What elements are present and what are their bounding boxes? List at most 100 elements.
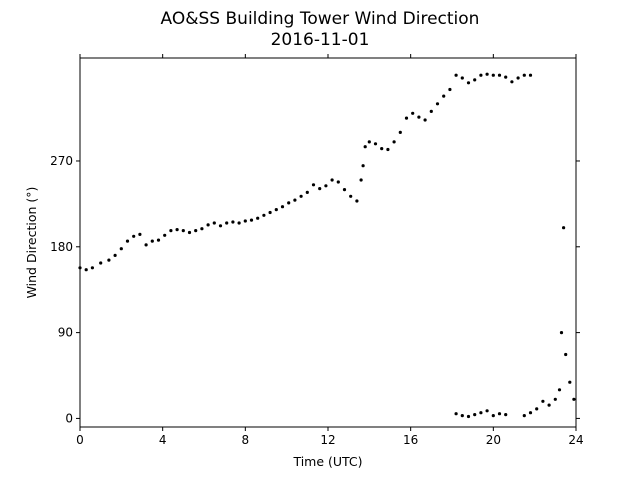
- data-point: [429, 109, 433, 113]
- data-point: [324, 184, 328, 188]
- x-tick-label: 16: [403, 433, 418, 447]
- data-point: [491, 414, 495, 418]
- data-point: [150, 239, 154, 243]
- data-points: [78, 72, 576, 419]
- data-point: [516, 76, 520, 80]
- data-point: [342, 188, 347, 192]
- data-point: [528, 411, 533, 415]
- data-point: [175, 228, 179, 232]
- data-point: [156, 238, 161, 242]
- data-point: [497, 412, 502, 416]
- data-point: [460, 76, 464, 80]
- data-point: [187, 230, 192, 235]
- data-point: [479, 411, 483, 415]
- x-tick-label: 4: [159, 433, 167, 447]
- data-point: [287, 201, 291, 205]
- data-point: [392, 140, 396, 144]
- data-point: [90, 266, 94, 270]
- data-point: [568, 380, 572, 384]
- tick-group: 0 4 8 12 16 20 24 0 90 180 270: [50, 54, 584, 447]
- data-point: [293, 198, 297, 202]
- data-point: [218, 224, 223, 228]
- x-tick-label: 24: [568, 433, 583, 447]
- data-point: [535, 407, 539, 411]
- data-point: [107, 258, 111, 262]
- data-point: [442, 94, 446, 98]
- data-point: [417, 115, 421, 119]
- data-point: [181, 229, 185, 233]
- data-point: [380, 147, 384, 151]
- x-tick-label: 20: [486, 433, 501, 447]
- data-point: [318, 187, 322, 191]
- data-point: [249, 218, 254, 222]
- data-point: [485, 72, 489, 76]
- data-point: [280, 205, 285, 209]
- data-point: [522, 73, 526, 77]
- data-point: [473, 413, 477, 417]
- data-point: [423, 118, 427, 122]
- data-point: [349, 194, 353, 198]
- y-axis-label: Wind Direction (°): [24, 187, 39, 299]
- data-point: [144, 243, 148, 247]
- data-point: [299, 194, 303, 198]
- data-point: [485, 409, 489, 413]
- data-point: [553, 397, 557, 401]
- data-point: [237, 221, 241, 225]
- data-point: [398, 130, 402, 134]
- data-point: [491, 73, 495, 77]
- data-point: [268, 210, 272, 215]
- data-point: [547, 403, 551, 407]
- data-point: [305, 190, 309, 194]
- x-tick-label: 0: [76, 433, 84, 447]
- data-point: [497, 73, 502, 77]
- data-point: [274, 208, 278, 212]
- data-point: [359, 178, 363, 182]
- data-point: [212, 221, 216, 225]
- data-point: [200, 227, 204, 231]
- data-point: [522, 414, 526, 418]
- data-point: [243, 219, 247, 223]
- data-point: [435, 102, 440, 106]
- data-point: [572, 397, 576, 401]
- plot-frame: [79, 57, 577, 428]
- data-point: [510, 80, 514, 84]
- y-tick-label: 0: [65, 411, 73, 425]
- data-point: [367, 140, 371, 144]
- y-tick-label: 270: [50, 154, 73, 168]
- data-point: [330, 178, 334, 182]
- data-point: [138, 232, 142, 236]
- y-tick-label: 90: [58, 326, 73, 340]
- data-point: [541, 399, 545, 403]
- data-point: [373, 142, 378, 146]
- data-point: [363, 145, 367, 149]
- data-point: [99, 261, 103, 265]
- data-point: [454, 73, 458, 77]
- data-point: [528, 73, 533, 77]
- data-point: [448, 87, 452, 92]
- data-point: [361, 164, 365, 168]
- x-tick-label: 12: [320, 433, 335, 447]
- data-point: [225, 221, 229, 225]
- data-point: [194, 229, 198, 233]
- data-point: [256, 216, 260, 220]
- data-point: [504, 413, 508, 417]
- data-point: [557, 388, 562, 392]
- data-point: [454, 412, 458, 416]
- data-point: [113, 253, 117, 257]
- data-point: [460, 414, 464, 418]
- data-point: [84, 268, 88, 272]
- data-point: [504, 75, 508, 79]
- y-tick-label: 180: [50, 240, 73, 254]
- data-point: [404, 116, 409, 120]
- data-point: [386, 147, 390, 152]
- data-point: [206, 223, 210, 227]
- data-point: [466, 81, 471, 85]
- data-point: [336, 180, 340, 184]
- data-point: [473, 78, 477, 82]
- data-point: [125, 239, 130, 243]
- data-point: [132, 234, 136, 238]
- chart-subtitle: 2016-11-01: [270, 30, 370, 50]
- data-point: [355, 199, 359, 203]
